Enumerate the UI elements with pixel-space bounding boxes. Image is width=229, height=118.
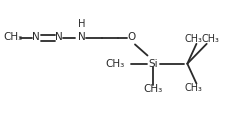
Text: O: O (128, 32, 136, 42)
Text: CH₃: CH₃ (201, 34, 219, 44)
Text: CH₃: CH₃ (106, 59, 125, 69)
Text: N: N (55, 32, 63, 42)
Text: CH₃: CH₃ (4, 32, 23, 42)
Text: CH₃: CH₃ (184, 83, 202, 93)
Text: N: N (32, 32, 40, 42)
Text: CH₃: CH₃ (144, 84, 163, 94)
Text: Si: Si (148, 59, 158, 69)
Text: CH₃: CH₃ (184, 34, 202, 44)
Text: H: H (78, 19, 85, 29)
Text: N: N (78, 32, 85, 42)
